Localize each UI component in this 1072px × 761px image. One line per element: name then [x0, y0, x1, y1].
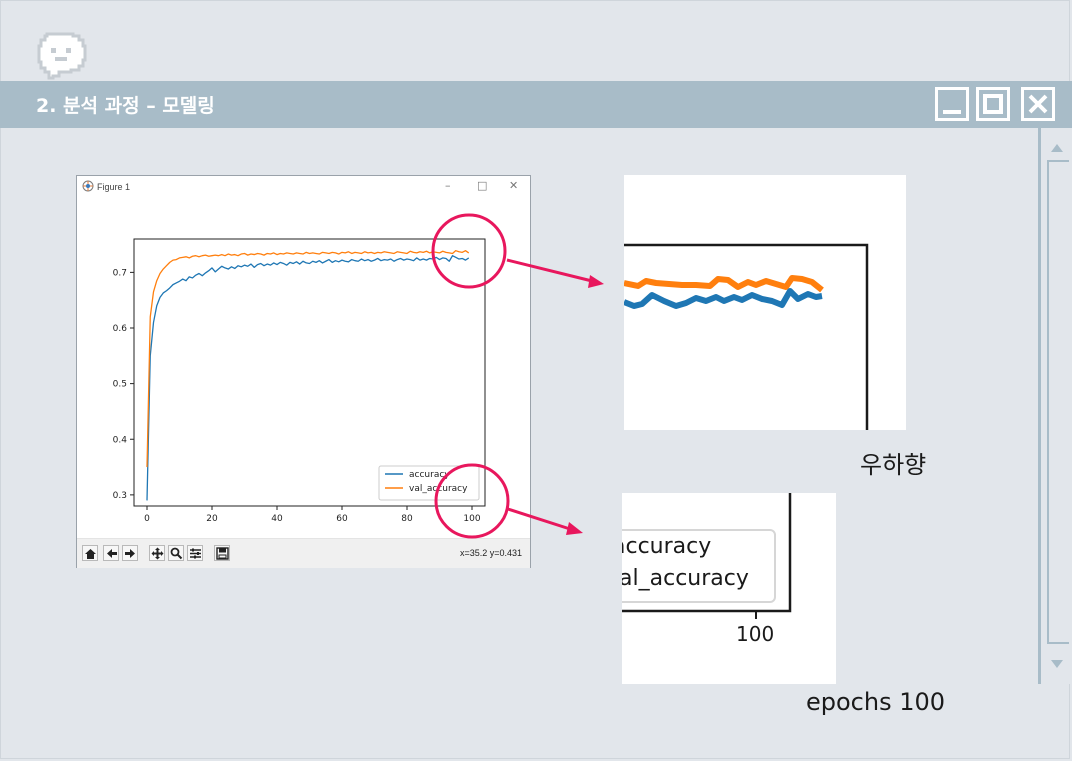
figure-window: Figure 1 – □ ✕ 0 20 40 60 80 100 0.3 0.4 0.5 0.6 0… [76, 175, 531, 568]
zoom-accuracy-line [624, 288, 823, 309]
y-tick-label: 0.4 [113, 435, 128, 445]
speech-bubble-icon [37, 32, 87, 80]
subplots-button[interactable] [187, 545, 203, 561]
maximize-icon [983, 94, 1003, 114]
zoom-x-tick-label: 100 [736, 622, 775, 646]
coordinate-readout: x=35.2 y=0.431 [459, 548, 522, 558]
x-tick-label: 20 [206, 514, 218, 524]
scroll-down-icon[interactable] [1043, 650, 1071, 678]
save-icon [216, 547, 229, 560]
minimize-icon [943, 110, 961, 114]
legend-entry-accuracy: accuracy [409, 470, 450, 480]
y-tick-label: 0.7 [113, 268, 127, 278]
pan-icon [151, 547, 164, 560]
slide-title: 2. 분석 과정 – 모델링 [36, 95, 215, 117]
minimize-button[interactable] [935, 87, 969, 121]
zoom-legend-entry-val-accuracy: val_accuracy [622, 566, 749, 591]
figure-maximize-button[interactable]: □ [477, 179, 488, 192]
zoom-curve-plot [624, 243, 869, 430]
x-tick-label: 100 [463, 514, 480, 524]
zoom-caption-epochs: epochs 100 [806, 688, 946, 716]
x-tick-label: 40 [271, 514, 283, 524]
zoom-icon [170, 547, 183, 560]
pan-button[interactable] [149, 545, 165, 561]
figure-app-icon [82, 180, 94, 192]
zoom-panel-legend: accuracy val_accuracy 100 [622, 493, 836, 684]
save-button[interactable] [214, 545, 230, 561]
slide-title-bar: 2. 분석 과정 – 모델링 [0, 81, 1072, 128]
figure-close-button[interactable]: ✕ [509, 179, 519, 192]
zoom-caption-trend: 우하향 [860, 451, 927, 479]
figure-minimize-button[interactable]: – [445, 179, 451, 192]
close-button[interactable] [1021, 87, 1055, 121]
y-tick-label: 0.3 [113, 491, 127, 501]
home-icon [85, 549, 96, 559]
zoom-legend-entry-accuracy: accuracy [622, 534, 712, 559]
series-line-val-accuracy [146, 250, 470, 468]
series-line-accuracy [146, 255, 470, 501]
accuracy-chart: 0 20 40 60 80 100 0.3 0.4 0.5 0.6 0.7 accuracy val_a… [113, 238, 486, 524]
forward-icon [125, 549, 135, 558]
legend-entry-val-accuracy: val_accuracy [409, 484, 468, 494]
y-tick-label: 0.5 [113, 380, 127, 390]
y-tick-label: 0.6 [113, 324, 128, 334]
x-tick-label: 60 [336, 514, 348, 524]
figure-toolbar: x=35.2 y=0.431 [77, 538, 530, 568]
subplots-icon [190, 548, 201, 559]
close-icon [1028, 94, 1048, 114]
scroll-up-icon[interactable] [1043, 132, 1071, 160]
back-icon [107, 549, 117, 558]
forward-button[interactable] [122, 545, 138, 561]
zoom-legend-plot [622, 493, 792, 619]
zoom-panel-curve-end [624, 175, 906, 430]
plot-area-frame [133, 238, 486, 507]
figure-title: Figure 1 [97, 182, 131, 192]
x-tick-label: 80 [401, 514, 413, 524]
back-button[interactable] [103, 545, 119, 561]
zoom-val-accuracy-line [624, 275, 824, 293]
figure-titlebar: Figure 1 – □ ✕ [77, 176, 530, 198]
x-tick-label: 0 [144, 514, 150, 524]
scroll-track[interactable] [1047, 160, 1069, 644]
maximize-button[interactable] [976, 87, 1010, 121]
home-button[interactable] [82, 545, 98, 561]
vertical-scrollbar[interactable] [1038, 128, 1072, 684]
zoom-button[interactable] [168, 545, 184, 561]
